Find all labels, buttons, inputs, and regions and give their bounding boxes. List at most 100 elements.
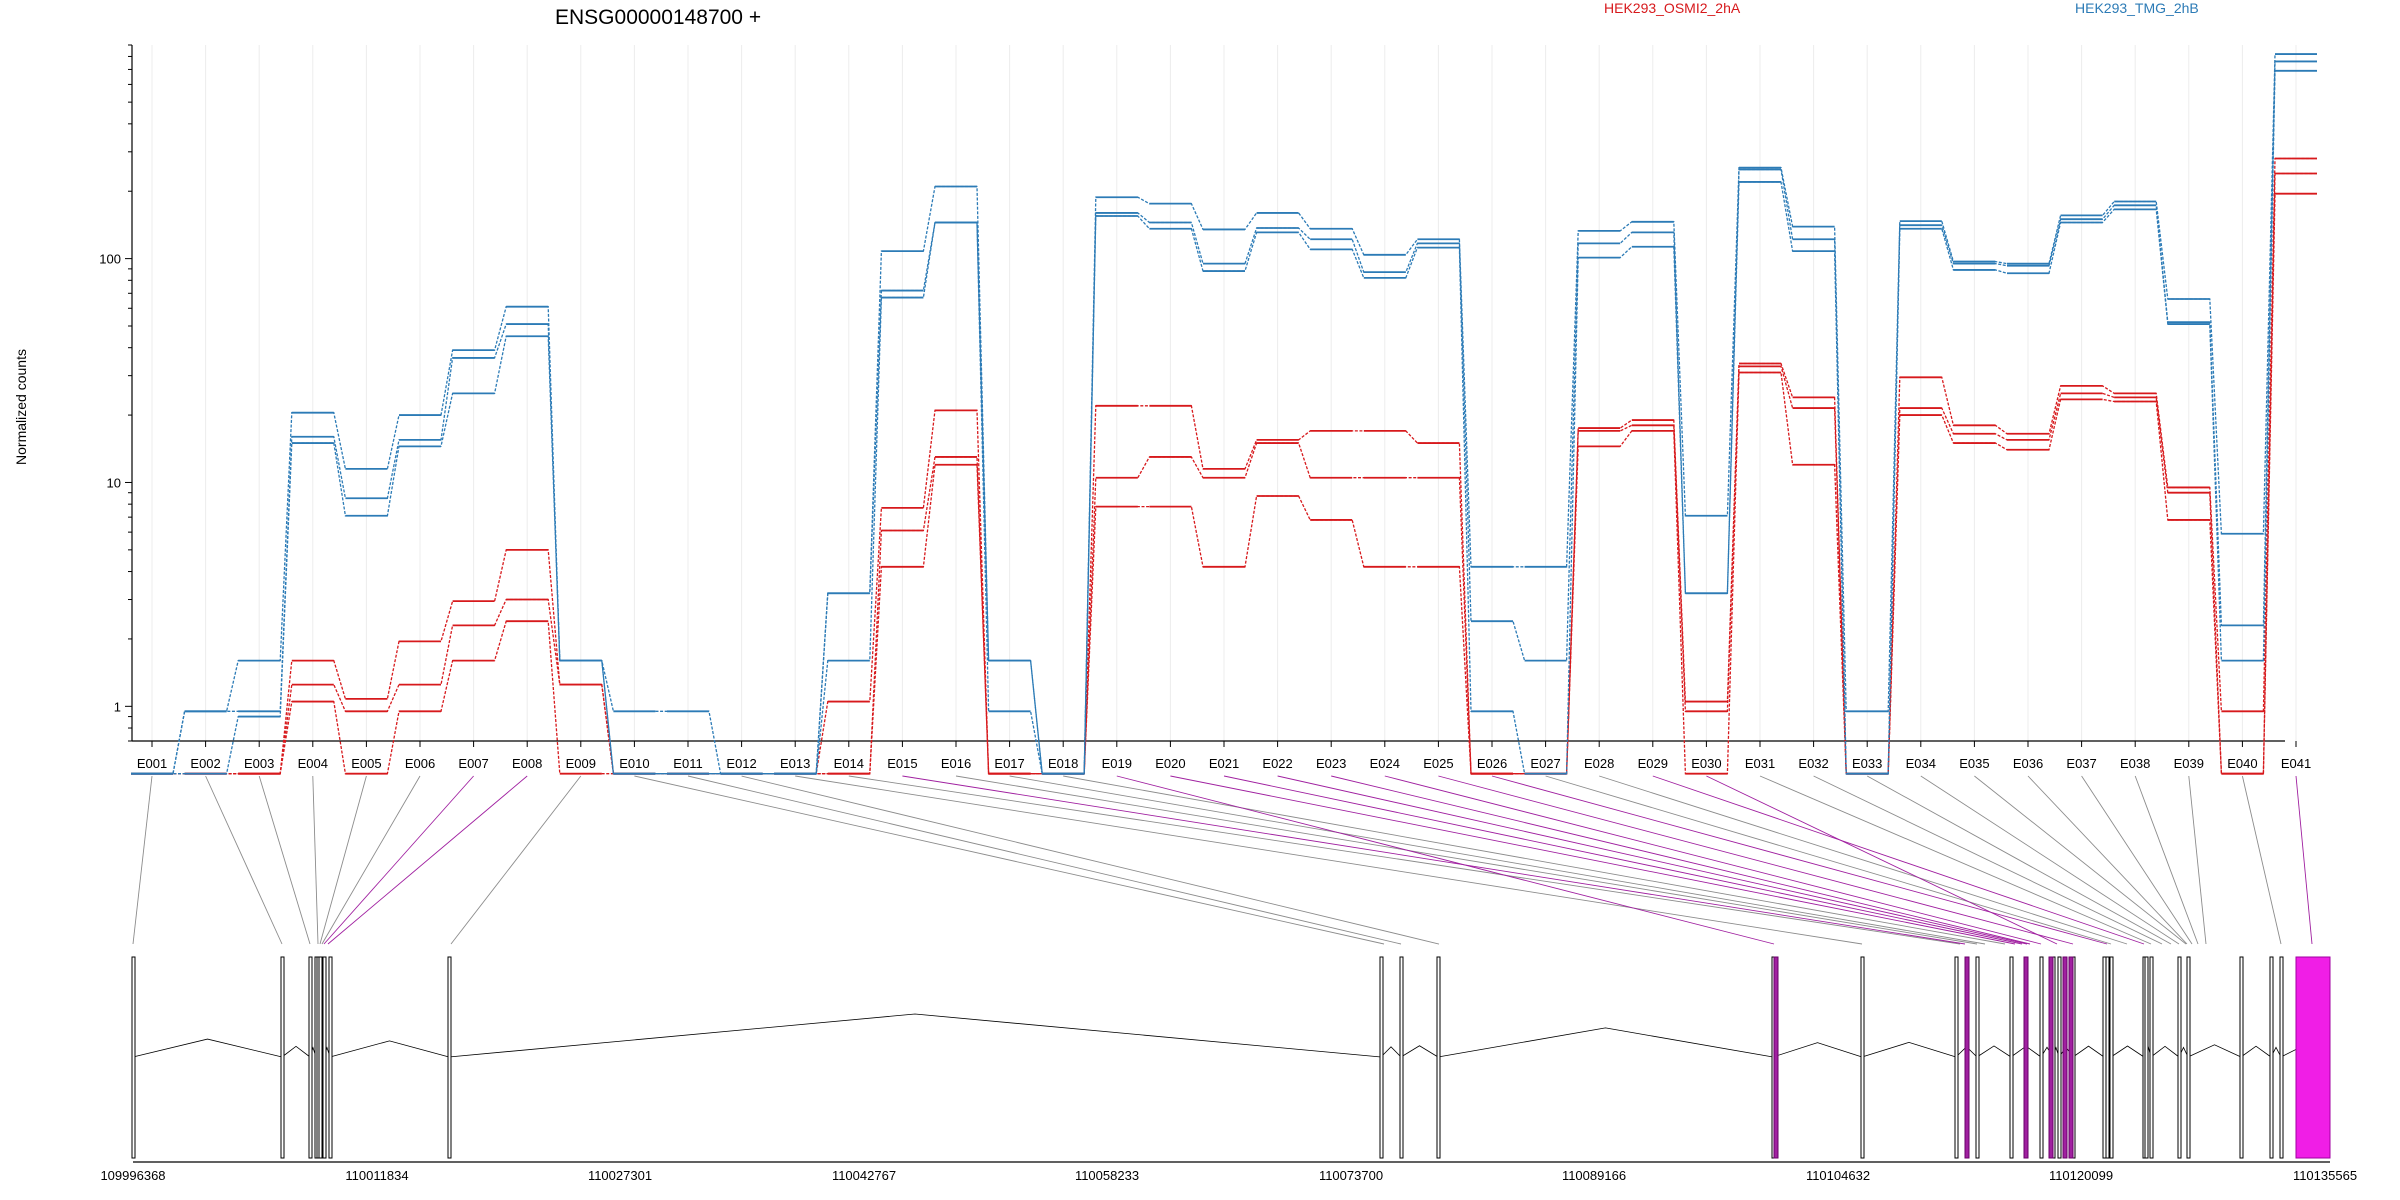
exon-box (2109, 956, 2114, 1159)
intron-connector (329, 1040, 450, 1058)
significant-exon-box (1964, 956, 1970, 1159)
exon-box (2039, 956, 2044, 1159)
exon-box (2177, 956, 2182, 1159)
genomic-coordinate-label: 109996368 (100, 1168, 165, 1183)
x-tick-label: E038 (2120, 756, 2150, 771)
x-tick-label: E035 (1959, 756, 1989, 771)
exon-box (2239, 956, 2244, 1159)
x-tick-label: E017 (994, 756, 1024, 771)
exon-connector (634, 775, 1385, 945)
y-axis-label: Normalized counts (13, 349, 29, 465)
x-tick-label: E005 (351, 756, 381, 771)
exon-box (328, 956, 333, 1159)
x-tick-label: E026 (1477, 756, 1507, 771)
x-tick-label: E027 (1530, 756, 1560, 771)
series-line (132, 53, 2317, 775)
exon-connector (258, 775, 311, 945)
significant-exon-connector (323, 775, 474, 945)
exon-box (2057, 956, 2062, 1159)
significant-exon-connector (1170, 775, 2016, 945)
exon-box (1379, 956, 1384, 1159)
significant-exon-connector (2295, 775, 2313, 945)
exon-connector (2027, 775, 2188, 945)
x-tick-label: E025 (1423, 756, 1453, 771)
exon-box (2186, 956, 2191, 1159)
intron-connector (1400, 1045, 1439, 1058)
exon-box (2279, 956, 2284, 1159)
x-tick-label: E010 (619, 756, 649, 771)
intron-connector (1772, 1042, 1863, 1058)
series-5 (131, 69, 2317, 775)
exon-box (2149, 956, 2154, 1159)
x-tick-label: E004 (298, 756, 328, 771)
significant-exon-box (2023, 956, 2029, 1159)
significant-exon-box (2295, 956, 2331, 1159)
exon-connector (205, 775, 283, 945)
exon-box (318, 956, 323, 1159)
exon-box (2009, 956, 2014, 1159)
x-tick-label: E016 (941, 756, 971, 771)
plot-area: 1 10 100 E001 E002 E003 E004 E005 E006 E007 E008 E0… (99, 44, 2317, 775)
significant-exon-box (2048, 956, 2054, 1159)
intron-connector (2187, 1044, 2242, 1058)
x-tick-label: E006 (405, 756, 435, 771)
x-tick-label: E020 (1155, 756, 1185, 771)
exon-connector (848, 775, 1961, 945)
genomic-coordinate-label: 110135565 (2293, 1168, 2357, 1183)
intron-connector (132, 1038, 283, 1058)
significant-exon-connector (327, 775, 528, 945)
legend-entry-osmi2: HEK293_OSMI2_2hA (1604, 0, 1741, 16)
exon-connector (312, 775, 319, 945)
significant-exon-box (2068, 956, 2074, 1159)
exon-connector (1759, 775, 2152, 945)
significant-exon-connector (1706, 775, 2058, 945)
exon-connector (2081, 775, 2193, 945)
significant-exon-connector (1277, 775, 2028, 945)
exon-connector (795, 775, 1863, 945)
x-tick-label: E018 (1048, 756, 1078, 771)
legend-entry-tmg: HEK293_TMG_2hB (2075, 0, 2199, 16)
x-tick-label: E014 (834, 756, 864, 771)
intron-connector (2240, 1045, 2272, 1058)
x-tick-label: E028 (1584, 756, 1614, 771)
intron-connector (1861, 1041, 1957, 1058)
x-tick-label: E033 (1852, 756, 1882, 771)
significant-exon-connector (1331, 775, 2031, 945)
intron-connector (448, 1013, 1382, 1058)
exon-connector (687, 775, 1402, 945)
exon-connector (450, 775, 582, 945)
gene-model: 109996368 110011834 110027301 110042767 1100… (100, 775, 2357, 1183)
exon-connector (319, 775, 367, 945)
exon-connector (1599, 775, 2128, 945)
exon-box (2269, 956, 2274, 1159)
intron-connector (2150, 1045, 2180, 1058)
x-tick-label: E007 (458, 756, 488, 771)
x-tick-label: E001 (137, 756, 167, 771)
significant-exon-connector (902, 775, 1966, 945)
significant-exon-box (2062, 956, 2068, 1159)
chart-title: ENSG00000148700 + (555, 6, 761, 29)
exon-box (447, 956, 452, 1159)
genomic-coordinate-label: 110120099 (2049, 1168, 2113, 1183)
exon-connector (1009, 775, 1986, 945)
x-tick-label: E041 (2281, 756, 2311, 771)
x-tick-label: E023 (1316, 756, 1346, 771)
x-tick-label: E040 (2227, 756, 2257, 771)
x-tick-label: E015 (887, 756, 917, 771)
x-tick-label: E013 (780, 756, 810, 771)
exon-box (2144, 956, 2149, 1159)
intron-connector (1976, 1045, 2012, 1058)
x-tick-label: E022 (1262, 756, 1292, 771)
x-tick-label: E003 (244, 756, 274, 771)
genomic-coordinate-label: 110073700 (1319, 1168, 1383, 1183)
significant-exon-connector (1652, 775, 2145, 945)
x-tick-label: E039 (2174, 756, 2204, 771)
exon-connector (1545, 775, 2112, 945)
exon-connector (2188, 775, 2207, 945)
significant-exon-connector (1384, 775, 2042, 945)
intron-connector (1437, 1027, 1774, 1058)
x-tick-label: E037 (2066, 756, 2096, 771)
x-tick-label: E021 (1209, 756, 1239, 771)
significant-exon-connector (1438, 775, 2074, 945)
